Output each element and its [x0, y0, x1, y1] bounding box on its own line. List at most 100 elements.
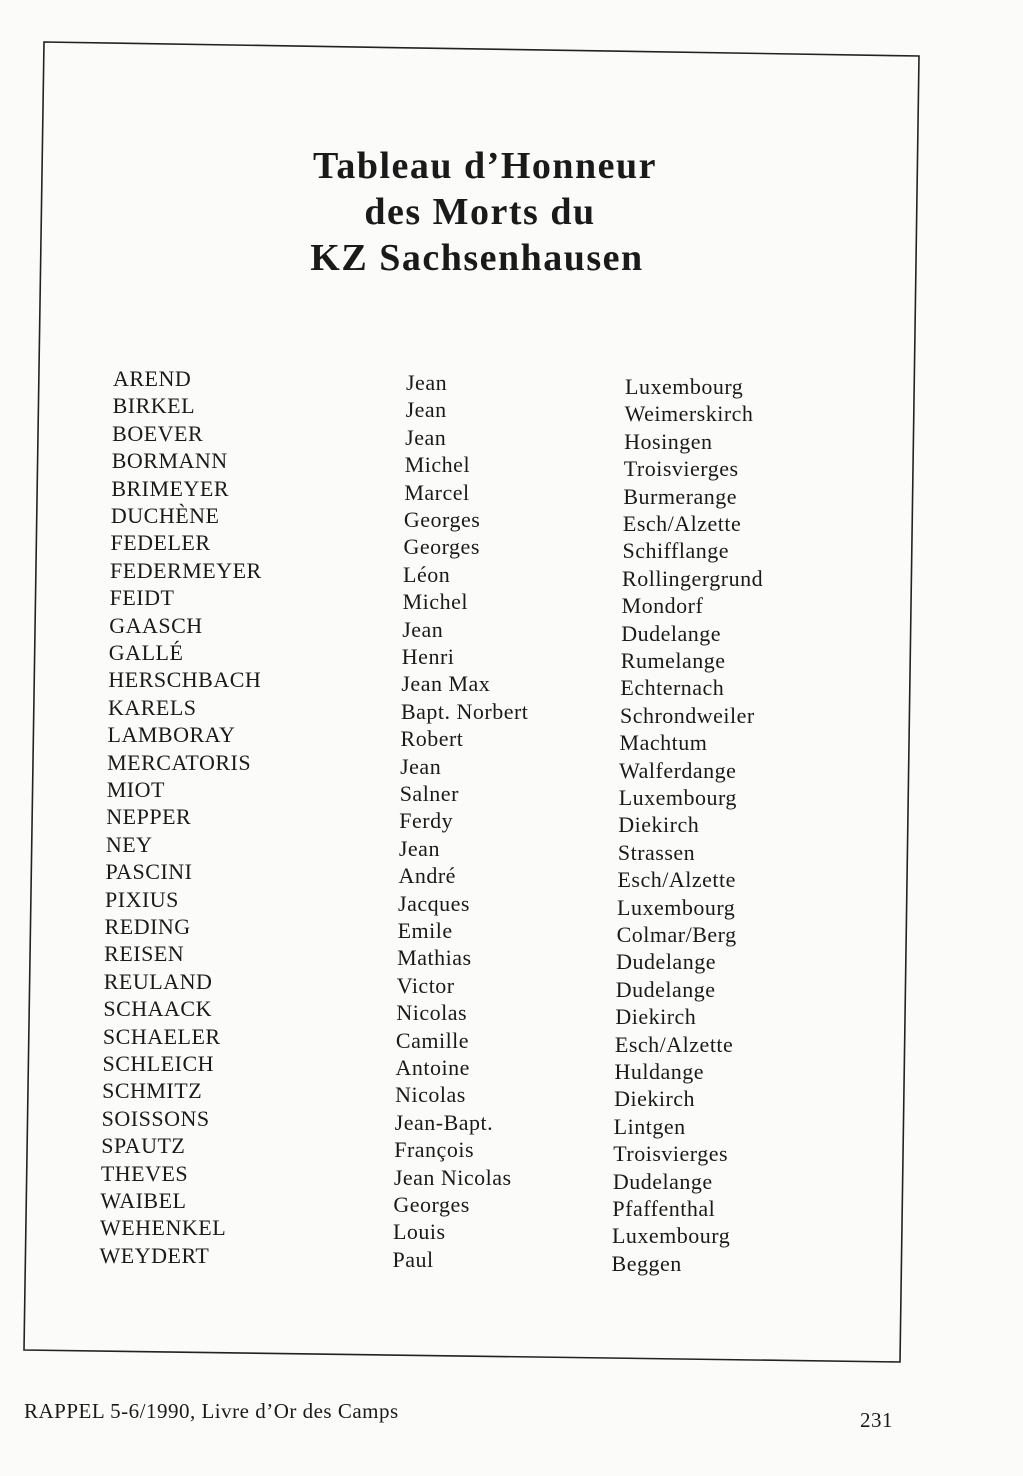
surname: FEDERMEYER — [110, 557, 262, 583]
locality: Esch/Alzette — [617, 867, 736, 893]
surname: SOISSONS — [101, 1105, 210, 1131]
locality: Troisvierges — [613, 1141, 729, 1167]
first-name: Marcel — [404, 479, 470, 505]
first-name: Léon — [403, 561, 451, 587]
surname: SCHAACK — [103, 996, 212, 1022]
first-name: Jean — [405, 397, 447, 423]
locality: Schrondweiler — [619, 702, 755, 728]
first-name: Ferdy — [399, 808, 454, 834]
first-name: Jean-Bapt. — [394, 1109, 494, 1135]
first-name: Jean Nicolas — [393, 1164, 512, 1190]
surname: SCHAELER — [102, 1023, 221, 1049]
first-name: Bapt. Norbert — [400, 698, 529, 724]
locality: Luxembourg — [611, 1223, 731, 1249]
locality: Mondorf — [621, 593, 704, 619]
locality: Dudelange — [615, 976, 716, 1002]
first-name: Michel — [404, 452, 471, 478]
surname: WEHENKEL — [99, 1215, 227, 1241]
first-name: Jean — [398, 835, 440, 861]
first-name: Emile — [397, 918, 453, 943]
title-line-1: Tableau d’Honneur — [312, 145, 658, 187]
locality: Dudelange — [621, 620, 722, 646]
surname: WEYDERT — [99, 1242, 210, 1268]
first-name: Jean — [406, 370, 448, 395]
locality: Luxembourg — [618, 785, 737, 810]
first-name: Jean — [405, 424, 447, 450]
first-name: Antoine — [395, 1055, 470, 1080]
surname: HERSCHBACH — [108, 667, 262, 693]
first-name: Louis — [392, 1219, 446, 1245]
locality: Strassen — [617, 839, 696, 865]
surname: GAASCH — [109, 612, 203, 638]
first-name: Jean Max — [401, 671, 491, 697]
surname: REDING — [104, 914, 191, 939]
locality: Weimerskirch — [624, 401, 754, 427]
first-name: Salner — [399, 781, 459, 806]
first-name: Nicolas — [396, 1000, 468, 1026]
locality: Troisvierges — [623, 456, 739, 482]
surname: PIXIUS — [105, 886, 179, 912]
first-name: Michel — [402, 589, 468, 615]
surname: REULAND — [103, 968, 213, 994]
footer-source: RAPPEL 5-6/1990, Livre d’Or des Camps — [24, 1399, 399, 1423]
surname: BOEVER — [112, 420, 204, 446]
locality: Hosingen — [624, 428, 713, 454]
surname: DUCHÈNE — [110, 503, 220, 528]
locality: Luxembourg — [625, 374, 744, 399]
surname: LAMBORAY — [107, 722, 236, 748]
surname: SPAUTZ — [101, 1133, 186, 1159]
first-name: Nicolas — [395, 1082, 466, 1108]
locality: Huldange — [614, 1059, 705, 1084]
surname: GALLÉ — [108, 640, 184, 665]
first-name: Jean — [400, 753, 442, 779]
locality: Dudelange — [616, 949, 716, 975]
surname: PASCINI — [105, 859, 193, 885]
locality: Diekirch — [615, 1004, 697, 1030]
first-name: Mathias — [397, 945, 472, 971]
locality: Pfaffenthal — [612, 1196, 716, 1221]
first-name: Victor — [396, 972, 455, 998]
surname: NEY — [105, 831, 153, 857]
title-line-3: KZ Sachsenhausen — [310, 237, 644, 279]
locality: Rollingergrund — [622, 565, 764, 591]
surname: WAIBEL — [100, 1188, 187, 1213]
first-name: Paul — [392, 1246, 434, 1272]
surname: MERCATORIS — [107, 749, 252, 775]
surname: AREND — [113, 366, 192, 391]
locality: Burmerange — [623, 483, 738, 509]
first-name: Georges — [403, 534, 480, 560]
locality: Schifflange — [622, 538, 729, 564]
surname: FEIDT — [109, 585, 175, 611]
locality: Machtum — [619, 730, 708, 756]
surname: FEDELER — [110, 530, 211, 556]
locality: Esch/Alzette — [622, 511, 742, 536]
surname: MIOT — [106, 777, 165, 802]
first-name: Georges — [393, 1192, 470, 1217]
surname: BORMANN — [111, 448, 228, 474]
locality: Luxembourg — [617, 894, 736, 920]
locality: Diekirch — [618, 812, 700, 838]
first-name: Robert — [400, 726, 464, 752]
first-name: Jacques — [398, 890, 470, 916]
locality: Beggen — [611, 1250, 682, 1276]
surname: SCHLEICH — [102, 1051, 215, 1076]
surname: THEVES — [100, 1160, 189, 1186]
surname: SCHMITZ — [102, 1078, 203, 1104]
locality: Dudelange — [612, 1168, 713, 1194]
surname: KARELS — [107, 694, 197, 720]
locality: Diekirch — [614, 1086, 696, 1112]
title-line-2: des Morts du — [364, 191, 596, 233]
locality: Lintgen — [613, 1113, 686, 1139]
first-name: François — [394, 1137, 474, 1163]
first-name: Jean — [402, 616, 444, 642]
first-name: Georges — [403, 507, 481, 532]
surname: REISEN — [104, 941, 185, 967]
locality: Esch/Alzette — [614, 1031, 734, 1057]
locality: Echternach — [620, 675, 725, 701]
surname: BRIMEYER — [111, 475, 229, 501]
first-name: André — [398, 863, 456, 889]
locality: Colmar/Berg — [616, 922, 737, 947]
locality: Rumelange — [620, 648, 726, 673]
first-name: Henri — [401, 644, 455, 669]
